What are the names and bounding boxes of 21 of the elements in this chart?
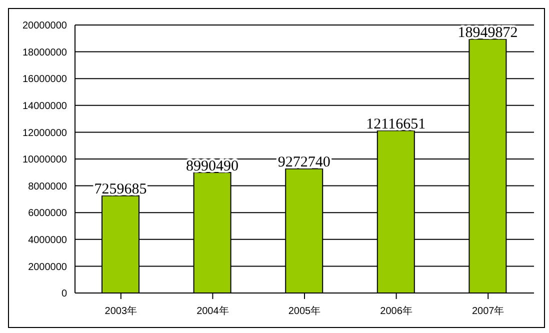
data-label: 12116651 xyxy=(366,116,426,133)
y-tick-label: 2000000 xyxy=(28,262,68,273)
y-tick-label: 10000000 xyxy=(22,154,68,166)
data-label: 8990490 xyxy=(186,158,239,175)
data-label: 9272740 xyxy=(278,154,330,171)
x-tick-label: 2006年 xyxy=(380,305,412,318)
x-tick-label: 2004年 xyxy=(196,305,229,318)
data-label: 18949872 xyxy=(458,25,518,42)
y-tick-label: 20000000 xyxy=(22,20,68,32)
y-tick-label: 0 xyxy=(61,288,68,300)
x-tick-label: 2005年 xyxy=(288,305,321,318)
data-label: 7259685 xyxy=(94,182,147,198)
x-tick-label: 2007年 xyxy=(472,305,504,318)
x-tick-label: 2003年 xyxy=(104,305,138,318)
y-tick-label: 4000000 xyxy=(28,234,68,246)
y-tick-label: 18000000 xyxy=(22,47,68,58)
y-tick-label: 14000000 xyxy=(22,100,68,112)
y-tick-label: 12000000 xyxy=(22,128,68,139)
y-tick-label: 16000000 xyxy=(22,74,68,86)
y-tick-label: 8000000 xyxy=(28,181,68,192)
y-tick-label: 6000000 xyxy=(28,208,68,220)
